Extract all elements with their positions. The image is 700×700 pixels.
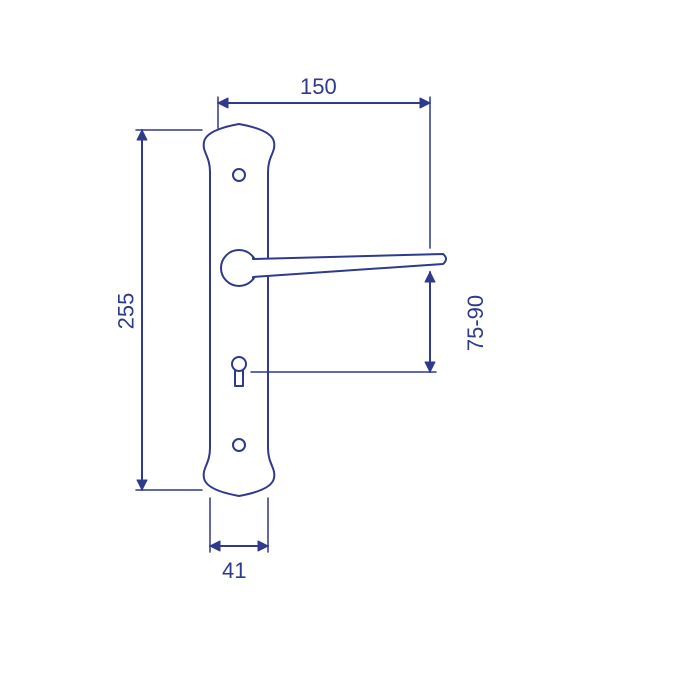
dim-handle-length: 150 [300, 74, 337, 100]
dim-spindle-to-key: 75-90 [463, 295, 489, 351]
dim-plate-width: 41 [222, 558, 246, 584]
technical-drawing [0, 0, 700, 700]
dim-plate-height: 255 [113, 293, 139, 330]
